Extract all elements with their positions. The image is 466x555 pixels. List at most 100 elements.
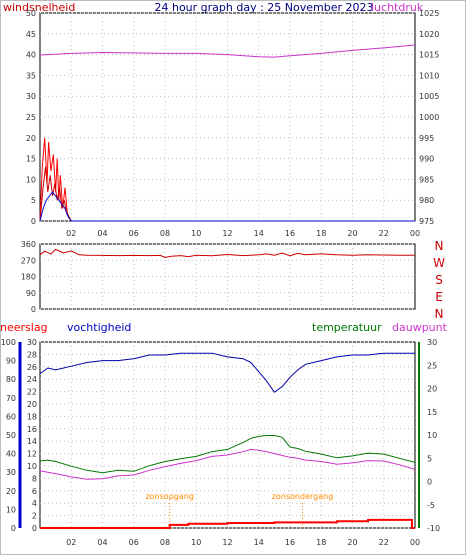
wind-tick-label: 40 <box>26 51 36 60</box>
sun-markers: zonsopgang zonsondergang <box>145 492 333 528</box>
temperature-tick-label: 0 <box>427 478 432 487</box>
pressure-tick-label: 985 <box>419 175 434 184</box>
wind-x-tick-label: 14 <box>254 229 264 238</box>
pressure-tick-label: 975 <box>419 217 434 226</box>
rain-tick-label: 10 <box>27 462 37 471</box>
pressure-tick-label: 980 <box>419 196 434 205</box>
neerslag-label: neerslag <box>0 321 48 334</box>
temperatuur-label: temperatuur <box>312 321 382 334</box>
compass-label: N <box>435 307 444 321</box>
windsnelheid-label: windsnelheid <box>3 1 75 14</box>
wind-x-tick-label: 12 <box>222 229 232 238</box>
direction-tick-labels: 360 270 180 90 0 <box>21 240 36 314</box>
humidity-tick-label: 70 <box>6 394 16 403</box>
wind-line <box>39 166 415 222</box>
rain-line <box>40 518 415 529</box>
rain-tick-label: 18 <box>27 412 37 421</box>
rain-tick-label: 24 <box>27 375 37 384</box>
vochtigheid-label: vochtigheid <box>67 321 131 334</box>
humidity-tick-label: 0 <box>11 524 16 533</box>
temperature-tick-label: 10 <box>427 431 437 440</box>
rain-tick-label: 6 <box>32 487 37 496</box>
wind-x-tick-label: 04 <box>97 229 107 238</box>
wind-x-tick-label: 16 <box>285 229 295 238</box>
temperature-tick-label: 15 <box>427 408 437 417</box>
wind-x-tick-label: 22 <box>379 229 389 238</box>
rain-tick-label: 16 <box>27 425 37 434</box>
luchtdruk-label: luchtdruk <box>371 1 424 14</box>
pressure-tick-label: 1000 <box>419 113 439 122</box>
wind-x-tick-label: 00 <box>410 229 420 238</box>
climate-x-tick-label: 06 <box>129 538 139 547</box>
climate-x-tick-label: 08 <box>160 538 170 547</box>
climate-x-tick-label: 02 <box>66 538 76 547</box>
climate-series <box>39 352 416 529</box>
climate-x-tick-label: 00 <box>410 538 420 547</box>
climate-x-tick-label: 12 <box>222 538 232 547</box>
humidity-tick-label: 20 <box>6 487 16 496</box>
humidity-tick-label: 90 <box>6 357 16 366</box>
wind-tick-label: 10 <box>26 175 36 184</box>
temperature-tick-label: 5 <box>427 454 432 463</box>
pressure-tick-label: 995 <box>419 134 434 143</box>
pressure-tick-label: 1010 <box>419 71 439 80</box>
temperature-tick-label: 25 <box>427 361 437 370</box>
dewpoint-line <box>39 448 416 480</box>
graph-title: 24 hour graph day : 25 November 2023 <box>154 1 373 14</box>
humidity-line <box>39 352 415 393</box>
rain-tick-label: 26 <box>27 363 37 372</box>
wind-pressure-panel: windsnelheid 24 hour graph day : 25 Nove… <box>3 1 439 238</box>
humidity-tick-label: 60 <box>6 412 16 421</box>
direction-series <box>39 248 415 259</box>
rain-tick-label: 22 <box>27 388 37 397</box>
climate-x-tick-label: 22 <box>379 538 389 547</box>
climate-side-axes <box>18 342 420 528</box>
climate-grid <box>40 341 415 529</box>
compass-label: E <box>435 290 443 304</box>
wind-tick-label: 50 <box>26 9 36 18</box>
wind-grid <box>40 12 415 222</box>
temperature-tick-label: 20 <box>427 385 437 394</box>
climate-x-tick-label: 16 <box>285 538 295 547</box>
pressure-tick-label: 990 <box>419 155 434 164</box>
pressure-tick-label: 1005 <box>419 92 439 101</box>
rain-tick-label: 2 <box>32 512 37 521</box>
climate-x-tick-label: 04 <box>97 538 107 547</box>
direction-tick-label: 0 <box>31 305 36 314</box>
humidity-tick-label: 40 <box>6 450 16 459</box>
direction-tick-label: 270 <box>21 256 36 265</box>
wind-tick-label: 15 <box>26 155 36 164</box>
wind-tick-label: 35 <box>26 71 36 80</box>
climate-x-tick-label: 14 <box>254 538 264 547</box>
compass-label: W <box>433 256 445 270</box>
humidity-tick-label: 50 <box>6 431 16 440</box>
wind-x-tick-label: 10 <box>191 229 201 238</box>
rain-tick-label: 30 <box>27 338 37 347</box>
climate-x-tick-label: 18 <box>316 538 326 547</box>
wind-tick-label: 45 <box>26 30 36 39</box>
wind-tick-label: 25 <box>26 113 36 122</box>
humidity-tick-label: 10 <box>6 505 16 514</box>
wind-tick-label: 5 <box>31 196 36 205</box>
pressure-line <box>39 44 416 58</box>
sunset-label: zonsondergang <box>272 492 334 501</box>
wind-x-tick-label: 02 <box>66 229 76 238</box>
compass-label: N <box>435 239 444 253</box>
humidity-tick-label: 80 <box>6 375 16 384</box>
compass-label: S <box>435 273 443 287</box>
sunrise-label: zonsopgang <box>145 492 193 501</box>
rain-tick-label: 4 <box>32 499 37 508</box>
temperature-tick-label: -5 <box>427 501 435 510</box>
dauwpunt-label: dauwpunt <box>392 321 448 334</box>
climate-panel: neerslag vochtigheid temperatuur dauwpun… <box>0 321 448 547</box>
wind-tick-labels: 5045403530252015105010251020101510101005… <box>26 9 440 238</box>
direction-tick-label: 360 <box>21 240 36 249</box>
wind-series <box>39 44 416 222</box>
pressure-tick-label: 1020 <box>419 30 439 39</box>
wind-x-tick-label: 06 <box>129 229 139 238</box>
climate-x-tick-label: 20 <box>347 538 357 547</box>
temperature-tick-label: 30 <box>427 338 437 347</box>
